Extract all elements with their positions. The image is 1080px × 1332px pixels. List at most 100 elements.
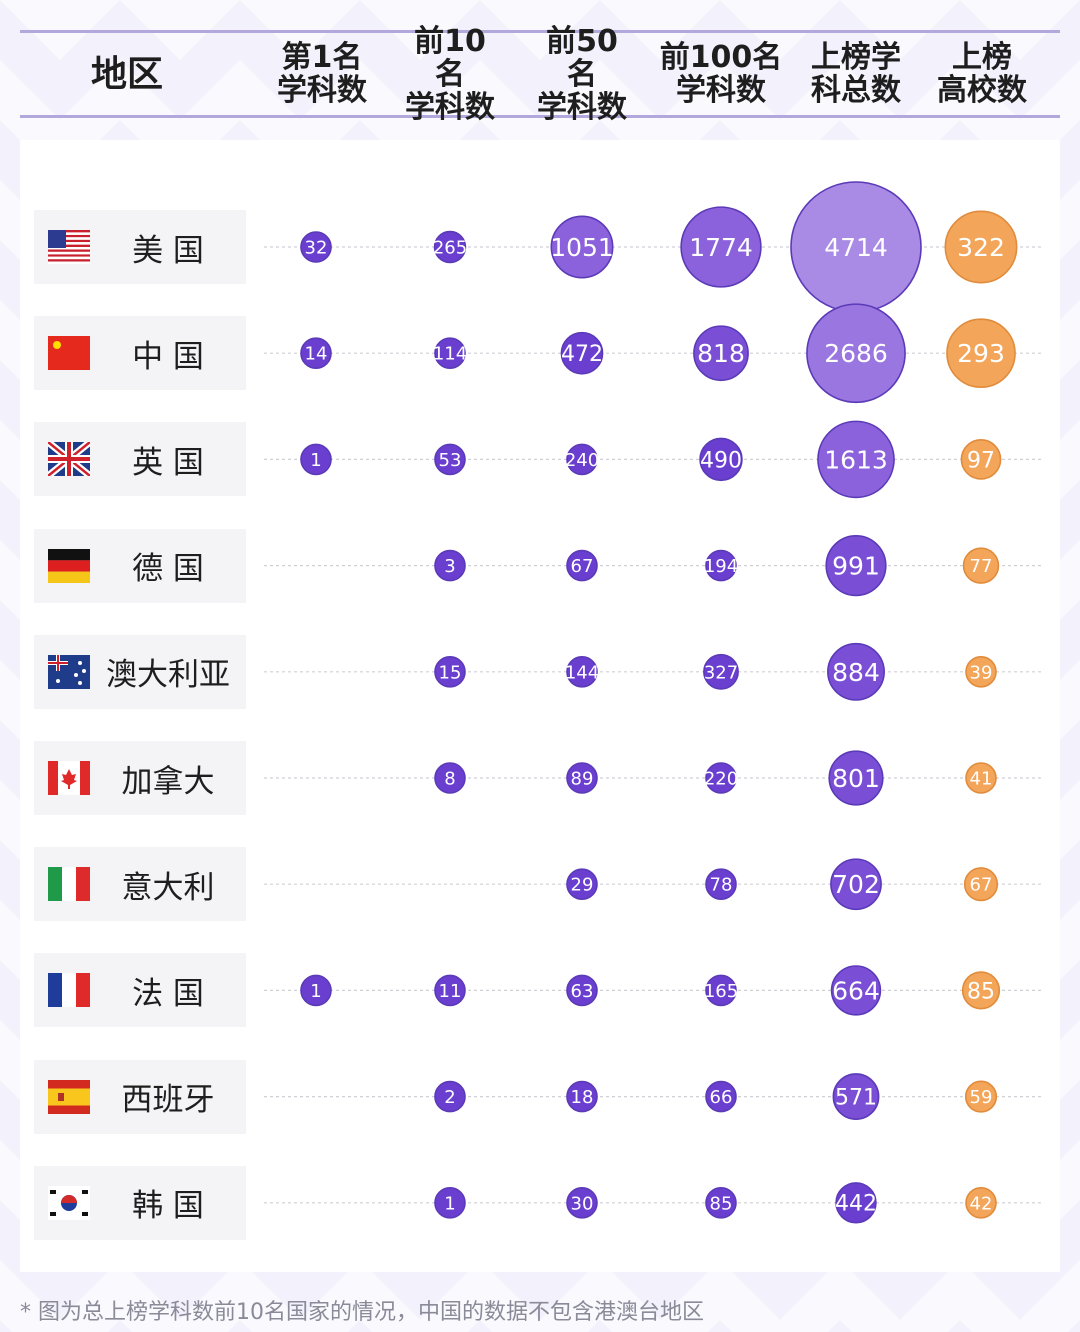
bubble: 490 xyxy=(699,437,743,482)
bubble: 702 xyxy=(830,858,882,911)
bubble: 8 xyxy=(434,762,466,794)
bubble-value: 3 xyxy=(444,556,455,577)
country-label: 意大利 xyxy=(34,847,246,922)
bubble: 664 xyxy=(830,965,882,1016)
bubble: 89 xyxy=(566,762,598,794)
fr-flag-icon xyxy=(48,973,90,1008)
bubble: 29 xyxy=(566,868,598,901)
ca-flag-icon xyxy=(48,761,90,795)
bubble: 42 xyxy=(965,1187,997,1219)
bubble-circle xyxy=(566,1187,598,1219)
country-label: 西班牙 xyxy=(34,1059,246,1134)
bubble-value: 991 xyxy=(832,552,880,581)
bubble-value: 77 xyxy=(970,556,993,577)
bubble-value: 97 xyxy=(967,448,995,473)
bubble-value: 165 xyxy=(704,981,738,1002)
bubble: 59 xyxy=(964,1080,998,1113)
bubble: 442 xyxy=(835,1182,877,1224)
bubble: 322 xyxy=(944,210,1018,284)
bubble-circle xyxy=(830,965,882,1016)
bubble: 1 xyxy=(300,443,332,476)
bubble-circle xyxy=(835,1182,877,1224)
bubble: 85 xyxy=(961,971,1001,1010)
bubble-value: 1 xyxy=(310,981,321,1002)
bubble-value: 490 xyxy=(700,448,742,473)
bubble-value: 89 xyxy=(571,768,594,789)
bubble-value: 801 xyxy=(832,764,880,793)
header-col-top10: 前10名 学科数 xyxy=(405,23,495,125)
bubble-circle xyxy=(832,1073,880,1121)
cn-flag-icon xyxy=(48,336,90,371)
bubble: 4714 xyxy=(790,181,922,313)
bubble: 194 xyxy=(704,549,738,582)
bubble-value: 1 xyxy=(444,1193,455,1214)
country-label: 中 国 xyxy=(34,316,246,391)
bubble-value: 85 xyxy=(710,1193,733,1214)
bubble-circle xyxy=(434,443,466,476)
bubble-value: 442 xyxy=(835,1192,877,1217)
bubble: 85 xyxy=(705,1187,737,1219)
bubble-value: 14 xyxy=(305,344,328,365)
country-name: 澳大利亚 xyxy=(106,657,230,694)
bubble: 66 xyxy=(705,1080,737,1113)
bubble-circle xyxy=(830,858,882,911)
bubble-value: 702 xyxy=(832,870,880,899)
bubble-circle xyxy=(963,867,999,902)
country-label: 韩 国 xyxy=(34,1165,246,1240)
country-label: 英 国 xyxy=(34,422,246,497)
bubble-circle xyxy=(825,534,887,597)
bubble-circle xyxy=(964,1080,998,1113)
bubble: 77 xyxy=(962,547,1000,584)
bubble: 991 xyxy=(825,534,887,597)
country-name: 中 国 xyxy=(132,338,204,375)
bubble-value: 293 xyxy=(957,339,1005,368)
bubble: 293 xyxy=(946,318,1016,389)
bubble-value: 322 xyxy=(957,233,1005,262)
country-labels: 美 国中 国英 国德 国澳大利亚 加拿大 意大利法 国西班牙韩 国 xyxy=(20,140,1060,1272)
uk-flag-icon xyxy=(48,442,90,477)
country-name: 德 国 xyxy=(132,551,204,588)
country-name: 法 国 xyxy=(132,975,204,1012)
bubble: 30 xyxy=(566,1187,598,1219)
country-label: 澳大利亚 xyxy=(34,634,246,709)
header-region: 地区 xyxy=(90,53,163,95)
country-label: 美 国 xyxy=(34,210,246,284)
bubble-circle xyxy=(434,337,466,369)
bubble: 41 xyxy=(965,762,997,794)
bubble-value: 11 xyxy=(439,981,462,1002)
bubble-circle xyxy=(705,974,737,1007)
bubble-value: 664 xyxy=(832,976,880,1005)
bubble-value: 1 xyxy=(310,450,321,471)
bubble: 14 xyxy=(300,337,332,369)
bubble-circle xyxy=(965,1187,997,1219)
bubble-circle xyxy=(961,971,1001,1010)
bubble: 11 xyxy=(434,974,466,1007)
bubble-circle xyxy=(560,331,604,375)
header-col-total-subjects: 上榜学 科总数 xyxy=(811,40,901,108)
bubble-value: 29 xyxy=(571,875,594,896)
bubble-value: 42 xyxy=(970,1193,993,1214)
bubble: 240 xyxy=(565,443,599,476)
bubble-value: 78 xyxy=(710,875,733,896)
us-flag-icon xyxy=(48,230,90,264)
bubble-circle xyxy=(434,1080,466,1113)
bubble-value: 472 xyxy=(561,342,603,367)
bubble: 39 xyxy=(965,655,997,688)
bubble-circle xyxy=(705,1080,737,1113)
bubble-circle xyxy=(434,655,466,688)
bubble-circle xyxy=(300,231,332,263)
bubble: 884 xyxy=(827,642,885,701)
bubble-circle xyxy=(705,1187,737,1219)
bubble-value: 114 xyxy=(433,344,467,365)
bubble: 1 xyxy=(434,1187,466,1219)
bubble-value: 41 xyxy=(970,768,993,789)
bubble-circle xyxy=(680,206,762,288)
bubble-circle xyxy=(828,750,884,806)
bubble-value: 265 xyxy=(433,237,467,258)
bubble-value: 85 xyxy=(967,979,995,1004)
bubble-value: 327 xyxy=(704,662,738,683)
bubble-circle xyxy=(550,215,614,279)
bubble-circle xyxy=(806,303,906,404)
bubble-value: 2 xyxy=(444,1087,455,1108)
bubble: 3 xyxy=(434,549,466,582)
